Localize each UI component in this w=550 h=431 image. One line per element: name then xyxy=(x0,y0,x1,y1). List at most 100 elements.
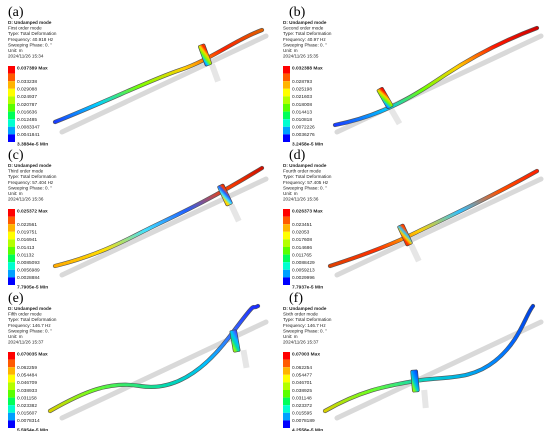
legend-swatch xyxy=(8,104,15,112)
header-line: Type: Total Deformation xyxy=(8,174,57,179)
header-line: 2024/11/26 15:36 xyxy=(283,197,319,202)
legend-swatch xyxy=(8,390,15,398)
legend-label: 0.014686 xyxy=(292,245,312,251)
legend-label: 0.0078189 xyxy=(292,418,315,424)
legend-label: 0.0041841 xyxy=(17,132,40,138)
header-line: D: Undamped mode xyxy=(8,20,52,25)
header-line: D: Undamped mode xyxy=(283,163,327,168)
legend-label: 0.02053 xyxy=(292,230,310,236)
header-line: Frequency: 57.404 Hz xyxy=(8,180,54,185)
legend-swatch xyxy=(283,88,290,97)
header-line: 2024/11/26 15:37 xyxy=(283,340,319,345)
legend-label: 0.046709 xyxy=(17,380,37,386)
header-line: Type: Total Deformation xyxy=(8,31,57,36)
legend-swatch xyxy=(283,412,290,421)
legend-swatch xyxy=(283,126,290,135)
legend-label: 0.0072226 xyxy=(292,125,315,131)
header-line: D: Undamped mode xyxy=(283,306,327,311)
legend-swatch xyxy=(283,134,290,142)
panel-label: (e) xyxy=(8,291,24,306)
legend-swatch xyxy=(283,66,290,74)
legend-swatch xyxy=(283,231,290,240)
header-line: Frequency: 146.7 Hz xyxy=(8,323,51,328)
legend-swatch xyxy=(283,73,290,82)
legend-label: 0.0029996 xyxy=(292,275,315,281)
legend-label: 0.01132 xyxy=(17,252,34,258)
header-line: Type: Total Deformation xyxy=(283,317,332,322)
legend-swatch xyxy=(283,224,290,232)
panel-label: (c) xyxy=(8,148,24,163)
legend-swatch xyxy=(283,216,290,225)
header-line: Frequency: 57.405 Hz xyxy=(283,180,329,185)
header-line: Sweeping Phase: 0. ° xyxy=(8,42,52,47)
deformed-shaft-color xyxy=(323,304,535,413)
legend-swatch xyxy=(8,126,15,135)
legend-label: 0.024937 xyxy=(17,94,37,100)
header-line: Type: Total Deformation xyxy=(283,174,332,179)
legend-label: 0.020787 xyxy=(17,102,37,108)
flange xyxy=(217,183,233,207)
legend-label: 0.012485 xyxy=(17,117,37,123)
header-line: Type: Total Deformation xyxy=(8,317,57,322)
undeformed-flange xyxy=(209,63,221,83)
legend-label: 0.054484 xyxy=(17,373,37,379)
flange xyxy=(376,86,394,110)
legend-swatch xyxy=(283,81,290,89)
legend-label: 7.7905e-5 Min xyxy=(17,284,48,290)
legend-swatch xyxy=(8,367,15,375)
legend-label: 0.031158 xyxy=(17,395,37,401)
legend-swatch xyxy=(283,390,290,398)
undeformed-flange xyxy=(240,349,250,369)
legend-swatch xyxy=(283,119,290,127)
header-line: Sixth order mode xyxy=(283,312,318,317)
legend-label: 0.0078314 xyxy=(17,418,40,424)
header-line: Fifth order mode xyxy=(8,312,42,317)
legend-label: 0.038925 xyxy=(292,388,312,394)
legend-label: 0.0059213 xyxy=(292,268,315,274)
legend-swatch xyxy=(283,269,290,278)
header-line: Fourth order mode xyxy=(283,169,321,174)
legend-label: 5.5954e-5 Min xyxy=(17,427,48,431)
undeformed-shaft xyxy=(334,176,544,278)
header-line: D: Undamped mode xyxy=(8,306,52,311)
legend-swatch xyxy=(283,382,290,390)
legend-label: 0.033238 xyxy=(17,79,37,85)
legend-label: 0.01413 xyxy=(17,245,35,251)
legend-label: 0.062254 xyxy=(292,365,312,371)
header-line: Unit: m xyxy=(283,334,298,339)
legend-swatch xyxy=(8,247,15,255)
flange xyxy=(397,223,413,247)
undeformed-flange xyxy=(228,203,242,223)
legend-swatch xyxy=(8,119,15,127)
header-line: Unit: m xyxy=(8,48,23,53)
undeformed-shaft xyxy=(59,33,269,135)
legend-swatch xyxy=(283,209,290,217)
header-line: Sweeping Phase: 0. ° xyxy=(283,42,327,47)
legend-label: 0.0083347 xyxy=(17,125,40,131)
legend-label: 0.015607 xyxy=(17,411,37,417)
legend-label: 4.2558e-5 Min xyxy=(292,427,323,431)
legend-swatch xyxy=(8,420,15,428)
header-line: Sweeping Phase: 0. ° xyxy=(8,328,52,333)
legend-label: 0.017608 xyxy=(292,237,312,243)
legend-label: 0.0088429 xyxy=(292,260,315,266)
legend-label: 0.023382 xyxy=(17,403,37,409)
legend-label: 0.028793 xyxy=(292,79,312,85)
header-line: Sweeping Phase: 0. ° xyxy=(283,328,327,333)
legend-swatch xyxy=(8,269,15,278)
legend-label: 0.062259 xyxy=(17,365,37,371)
legend-label: 0.038933 xyxy=(17,388,37,394)
legend-swatch xyxy=(8,239,15,247)
legend-label: 0.025372 Max xyxy=(17,209,48,215)
header-line: Frequency: 40.97 Hz xyxy=(283,37,326,42)
legend-label: 0.037389 Max xyxy=(17,66,48,72)
legend-swatch xyxy=(8,73,15,82)
legend-label: 0.07003 Max xyxy=(292,352,320,358)
legend-label: 0.046701 xyxy=(292,380,312,386)
legend-label: 0.016636 xyxy=(17,109,37,115)
legend-swatch xyxy=(8,254,15,263)
legend-label: 0.0056989 xyxy=(17,268,40,274)
